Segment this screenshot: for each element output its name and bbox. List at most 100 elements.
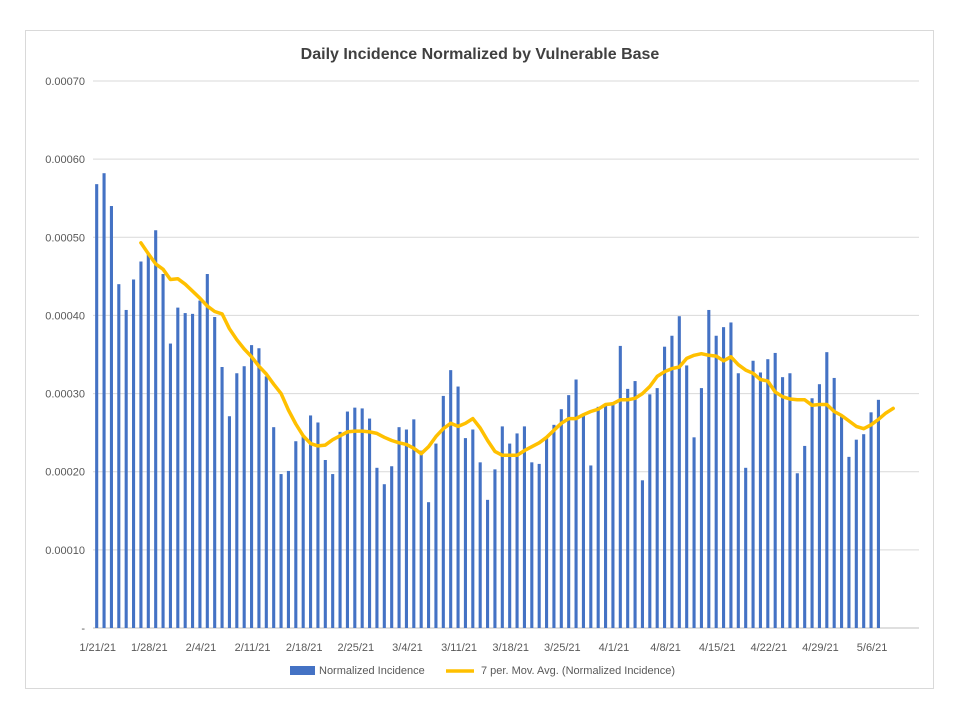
bar	[493, 469, 497, 628]
bar	[640, 480, 644, 628]
bar	[618, 345, 622, 628]
y-tick-label: 0.00010	[45, 545, 85, 557]
x-tick-label: 2/4/21	[186, 642, 217, 654]
bar	[840, 415, 844, 628]
y-tick-label: 0.00070	[45, 76, 85, 88]
bar	[478, 462, 482, 628]
bar	[766, 359, 770, 628]
bar	[744, 467, 748, 628]
x-tick-label: 2/11/21	[235, 642, 271, 654]
bar	[567, 395, 571, 628]
bar	[397, 427, 401, 628]
bar	[242, 366, 246, 628]
bar	[677, 316, 681, 628]
bar	[368, 418, 372, 628]
bar	[500, 426, 504, 628]
bar	[699, 388, 703, 628]
bar	[205, 274, 209, 628]
bar	[795, 473, 799, 628]
x-tick-label: 2/25/21	[337, 642, 374, 654]
bar	[353, 407, 357, 628]
bar	[338, 431, 342, 628]
bar	[286, 470, 290, 628]
x-tick-label: 4/29/21	[802, 642, 839, 654]
bar	[132, 279, 136, 628]
bar	[758, 372, 762, 628]
bar	[626, 388, 630, 628]
bar	[648, 394, 652, 628]
moving-average-line	[139, 241, 895, 458]
bar	[515, 433, 519, 628]
bar	[227, 416, 231, 628]
bar	[817, 384, 821, 628]
legend-label-normalized-incidence: Normalized Incidence	[319, 665, 425, 677]
bar	[832, 377, 836, 628]
bar	[272, 427, 276, 628]
bar	[316, 422, 320, 628]
y-axis-tick-labels: - 0.00010 0.00020 0.00030 0.00040 0.00050 0.00…	[45, 76, 85, 635]
moving-average-series	[139, 241, 895, 458]
bar	[530, 462, 534, 628]
bar	[604, 404, 608, 628]
x-tick-label: 3/25/21	[544, 642, 581, 654]
bar	[471, 429, 475, 628]
bar	[781, 377, 785, 628]
bar	[198, 300, 202, 628]
x-tick-label: 4/15/21	[699, 642, 736, 654]
bar	[168, 343, 172, 628]
bar	[545, 437, 549, 628]
x-tick-label: 3/18/21	[492, 642, 529, 654]
bar	[751, 360, 755, 628]
bar	[102, 173, 106, 629]
bar	[309, 415, 313, 628]
y-tick-label: 0.00050	[45, 232, 85, 244]
y-tick-label: 0.00040	[45, 310, 85, 322]
bar	[803, 445, 807, 628]
bar	[124, 309, 128, 628]
bar	[154, 230, 158, 628]
bar	[257, 348, 261, 628]
bar	[109, 206, 113, 628]
x-tick-label: 4/8/21	[650, 642, 681, 654]
bar	[161, 274, 165, 628]
bar	[729, 322, 733, 628]
bar	[235, 373, 239, 628]
bar	[220, 367, 224, 628]
bar	[773, 352, 777, 628]
bar	[183, 313, 187, 628]
chart-area: Daily Incidence Normalized by Vulnerable…	[25, 30, 934, 689]
bar	[419, 450, 423, 628]
x-tick-label: 3/11/21	[441, 642, 477, 654]
x-tick-label: 5/6/21	[857, 642, 888, 654]
bar	[441, 395, 445, 628]
bar	[449, 370, 453, 628]
bar	[663, 346, 667, 628]
x-tick-label: 4/1/21	[599, 642, 630, 654]
bar	[486, 499, 490, 628]
bar	[707, 309, 711, 628]
bar	[508, 443, 512, 628]
bar	[574, 379, 578, 628]
bar	[427, 502, 431, 628]
bar	[537, 463, 541, 628]
bar	[847, 456, 851, 628]
bar	[264, 376, 268, 628]
bar	[331, 474, 335, 628]
bar	[456, 386, 460, 628]
bar	[788, 373, 792, 628]
bar	[375, 467, 379, 628]
legend-label-moving-average: 7 per. Mov. Avg. (Normalized Incidence)	[481, 665, 675, 677]
bar	[522, 426, 526, 628]
bar	[412, 419, 416, 628]
bar	[714, 335, 718, 628]
bar	[596, 406, 600, 628]
x-tick-label: 3/4/21	[392, 642, 423, 654]
bar	[191, 313, 195, 628]
legend: Normalized Incidence 7 per. Mov. Avg. (N…	[290, 665, 675, 677]
bar	[611, 402, 615, 628]
bar	[589, 465, 593, 628]
x-axis-tick-labels: 1/21/21 1/28/21 2/4/21 2/11/21 2/18/21 2/25/2…	[79, 642, 887, 654]
bar	[736, 373, 740, 628]
bar	[434, 443, 438, 628]
bar	[692, 437, 696, 628]
